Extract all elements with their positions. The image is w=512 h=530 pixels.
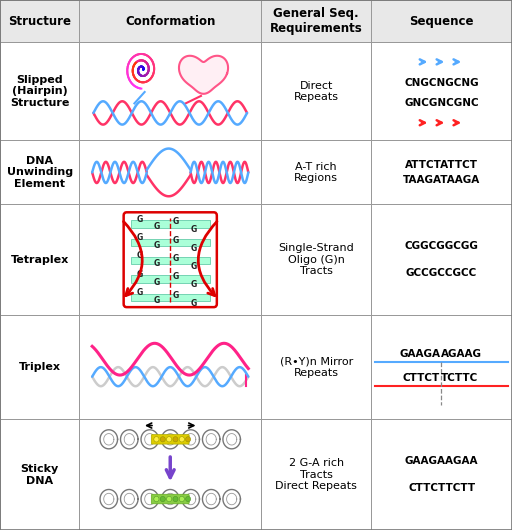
Bar bbox=[0, 419, 79, 530]
Bar bbox=[131, 276, 210, 283]
Text: TCTTC: TCTTC bbox=[441, 373, 478, 383]
Text: G: G bbox=[172, 235, 179, 244]
Circle shape bbox=[154, 497, 159, 502]
Text: (R•Y)n Mirror
Repeats: (R•Y)n Mirror Repeats bbox=[280, 356, 353, 378]
Text: G: G bbox=[136, 251, 143, 260]
Bar bbox=[79, 0, 261, 42]
Bar bbox=[261, 42, 371, 140]
Text: G: G bbox=[190, 298, 197, 307]
Text: A-T rich
Regions: A-T rich Regions bbox=[294, 162, 338, 183]
Bar bbox=[79, 140, 261, 205]
Text: GNCGNCGNC: GNCGNCGNC bbox=[404, 98, 479, 108]
Bar bbox=[131, 220, 210, 228]
Bar bbox=[79, 205, 261, 315]
Text: G: G bbox=[172, 272, 179, 281]
Text: GAAGA: GAAGA bbox=[399, 349, 440, 359]
Text: G: G bbox=[190, 243, 197, 252]
Text: G: G bbox=[153, 296, 160, 305]
Circle shape bbox=[160, 437, 165, 442]
Text: General Seq.
Requirements: General Seq. Requirements bbox=[270, 7, 362, 35]
FancyBboxPatch shape bbox=[152, 435, 189, 444]
Circle shape bbox=[185, 437, 191, 442]
Text: G: G bbox=[190, 280, 197, 289]
Text: CTTCTTCTT: CTTCTTCTT bbox=[408, 483, 475, 493]
Circle shape bbox=[160, 497, 165, 502]
Bar bbox=[0, 315, 79, 419]
Bar bbox=[0, 140, 79, 205]
Text: Triplex: Triplex bbox=[18, 362, 61, 372]
Text: TAAGATAAGA: TAAGATAAGA bbox=[403, 175, 480, 185]
Bar bbox=[371, 419, 512, 530]
Bar bbox=[261, 205, 371, 315]
Text: G: G bbox=[153, 241, 160, 250]
Bar bbox=[371, 315, 512, 419]
Text: Sequence: Sequence bbox=[410, 15, 474, 28]
Text: G: G bbox=[172, 254, 179, 263]
Bar bbox=[79, 315, 261, 419]
Bar bbox=[79, 42, 261, 140]
Text: G: G bbox=[136, 288, 143, 297]
Text: 2 G-A rich
Tracts
Direct Repeats: 2 G-A rich Tracts Direct Repeats bbox=[275, 458, 357, 491]
Bar bbox=[0, 42, 79, 140]
Text: G: G bbox=[153, 278, 160, 287]
Circle shape bbox=[179, 497, 184, 502]
Bar bbox=[371, 0, 512, 42]
Text: Tetraplex: Tetraplex bbox=[11, 255, 69, 264]
Bar bbox=[0, 0, 79, 42]
Text: G: G bbox=[172, 290, 179, 299]
Text: ATTCTATTCT: ATTCTATTCT bbox=[405, 160, 478, 170]
Text: Conformation: Conformation bbox=[125, 15, 216, 28]
Bar bbox=[79, 419, 261, 530]
Circle shape bbox=[179, 437, 184, 442]
Bar bbox=[131, 238, 210, 246]
Text: Structure: Structure bbox=[8, 15, 71, 28]
Circle shape bbox=[154, 437, 159, 442]
Text: G: G bbox=[136, 270, 143, 279]
Circle shape bbox=[166, 437, 172, 442]
Text: G: G bbox=[190, 262, 197, 271]
Circle shape bbox=[166, 497, 172, 502]
Text: CGGCGGCGG: CGGCGGCGG bbox=[404, 242, 479, 251]
Text: Direct
Repeats: Direct Repeats bbox=[294, 81, 338, 102]
Polygon shape bbox=[179, 56, 228, 94]
Bar bbox=[131, 257, 210, 264]
Circle shape bbox=[173, 437, 178, 442]
Bar bbox=[261, 0, 371, 42]
Bar bbox=[131, 294, 210, 301]
Text: DNA
Unwinding
Element: DNA Unwinding Element bbox=[7, 156, 73, 189]
Text: G: G bbox=[153, 259, 160, 268]
Text: Slipped
(Hairpin)
Structure: Slipped (Hairpin) Structure bbox=[10, 75, 69, 108]
Circle shape bbox=[173, 497, 178, 502]
Bar bbox=[261, 419, 371, 530]
Text: GAAGAAGAA: GAAGAAGAA bbox=[405, 456, 478, 466]
Bar bbox=[261, 315, 371, 419]
Bar bbox=[371, 205, 512, 315]
Bar bbox=[261, 140, 371, 205]
Text: CNGCNGCNG: CNGCNGCNG bbox=[404, 77, 479, 87]
Text: G: G bbox=[190, 225, 197, 234]
Text: AGAAG: AGAAG bbox=[441, 349, 482, 359]
Circle shape bbox=[185, 497, 191, 502]
Text: Sticky
DNA: Sticky DNA bbox=[20, 464, 59, 485]
Text: G: G bbox=[136, 215, 143, 224]
Text: CTTCT: CTTCT bbox=[403, 373, 440, 383]
FancyBboxPatch shape bbox=[152, 494, 189, 504]
Bar bbox=[371, 42, 512, 140]
Bar bbox=[371, 140, 512, 205]
Text: GCCGCCGCC: GCCGCCGCC bbox=[406, 268, 477, 278]
Bar bbox=[0, 205, 79, 315]
Text: Single-Strand
Oligo (G)n
Tracts: Single-Strand Oligo (G)n Tracts bbox=[279, 243, 354, 276]
Text: G: G bbox=[153, 223, 160, 232]
Text: G: G bbox=[172, 217, 179, 226]
Text: G: G bbox=[136, 233, 143, 242]
